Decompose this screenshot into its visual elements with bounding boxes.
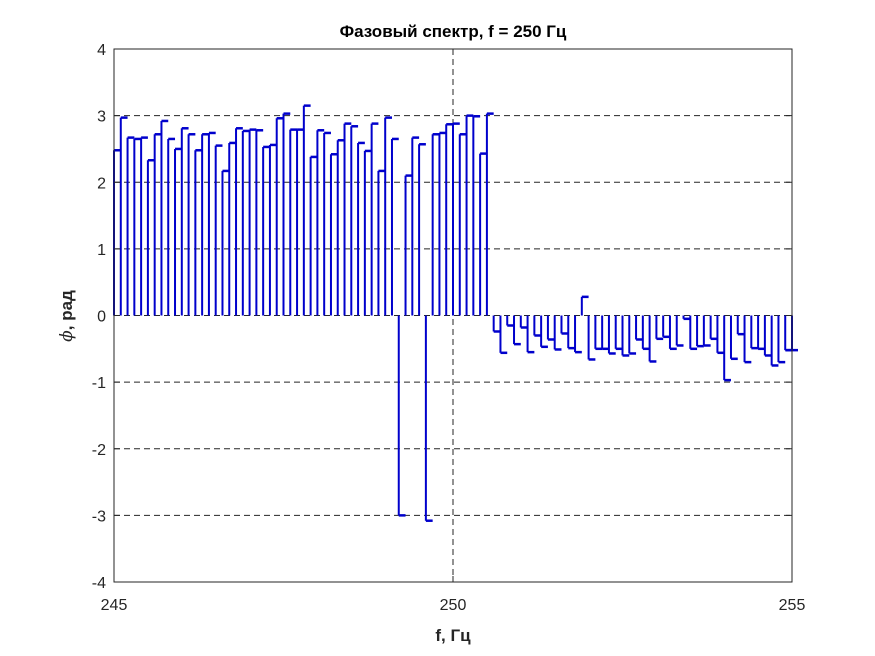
tick-labels: -4 -3 -2 -1 0 1 2 3 4 245 250 255 [92, 42, 806, 614]
y-tick-label: -3 [92, 508, 106, 525]
y-tick-label: 0 [97, 309, 106, 326]
y-tick-label: 2 [97, 175, 106, 192]
y-tick-label: 1 [97, 242, 106, 259]
tick-marks [113, 48, 793, 583]
stem-series [113, 104, 798, 522]
y-tick-label: -1 [92, 375, 106, 392]
y-tick-label: -4 [92, 575, 106, 592]
y-axis-label-text: , рад [57, 290, 76, 330]
y-tick-label: -2 [92, 442, 106, 459]
x-tick-label: 250 [440, 597, 467, 614]
chart-title: Фазовый спектр, f = 250 Гц [340, 22, 567, 41]
y-axis-label: ϕ, рад [57, 290, 77, 342]
y-tick-label: 4 [97, 42, 106, 59]
y-tick-label: 3 [97, 109, 106, 126]
x-tick-label: 255 [779, 597, 806, 614]
x-axis-label: f, Гц [435, 626, 471, 645]
y-axis-label-symbol: ϕ [57, 330, 77, 342]
x-tick-label: 245 [101, 597, 128, 614]
